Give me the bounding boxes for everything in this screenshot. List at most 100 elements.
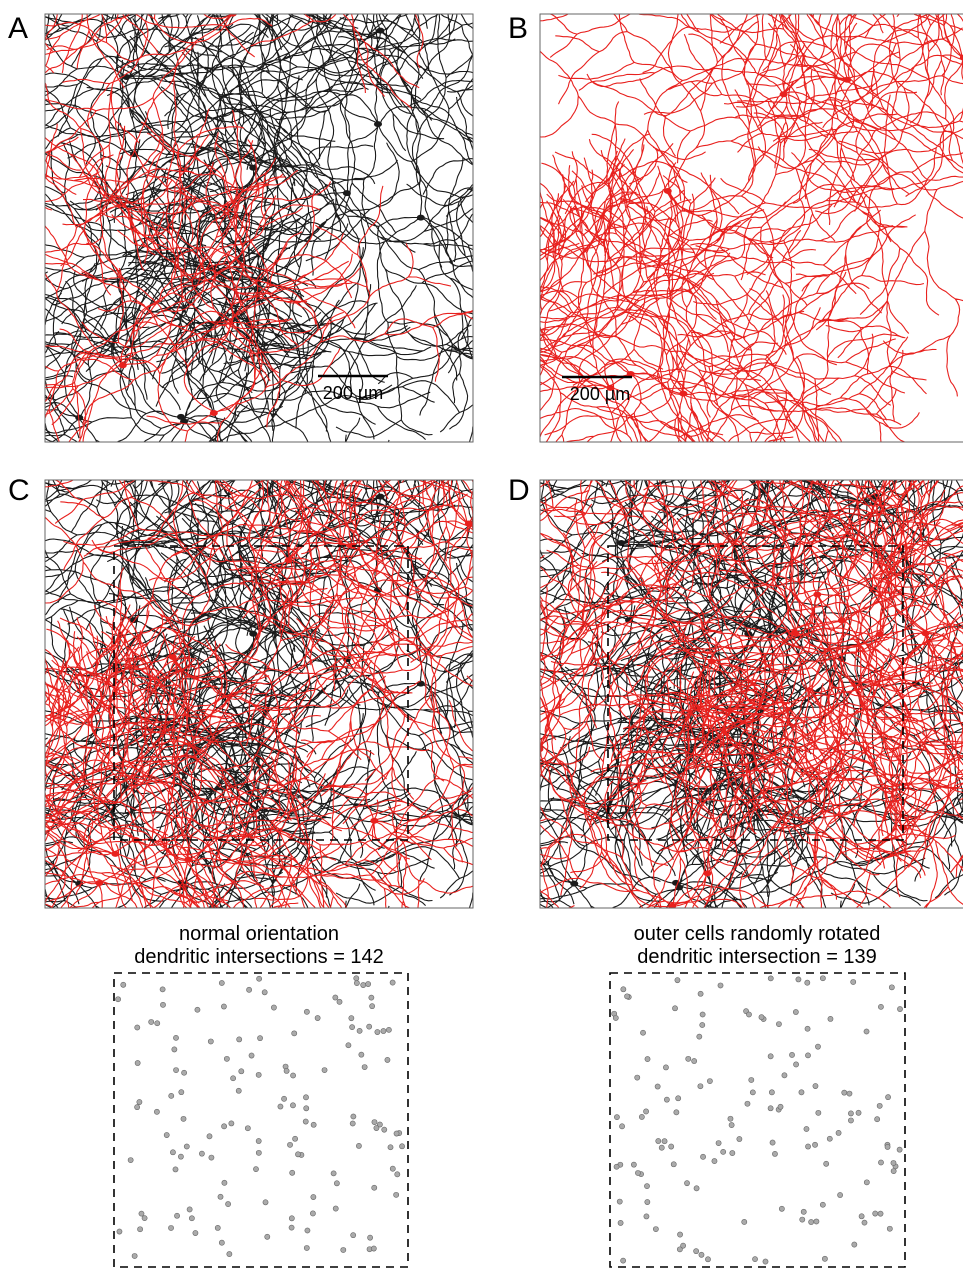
intersection-dot — [394, 1171, 401, 1178]
region-outline — [607, 545, 904, 841]
intersection-dot — [635, 1170, 641, 1176]
intersection-dot — [698, 1251, 705, 1258]
intersection-dot — [256, 975, 263, 982]
intersection-dot — [257, 1035, 263, 1042]
intersection-dot — [373, 1125, 380, 1131]
soma — [843, 76, 852, 83]
intersection-dot — [371, 1119, 378, 1126]
intersection-dot — [746, 1011, 752, 1018]
panel-label: B — [508, 12, 528, 45]
intersection-dot — [349, 1120, 356, 1127]
intersection-dot — [350, 1232, 357, 1239]
soma — [617, 540, 626, 547]
intersection-dot — [277, 1103, 284, 1110]
intersection-dot — [793, 1061, 799, 1068]
intersection-dot — [616, 1198, 623, 1205]
intersection-dot — [223, 1055, 230, 1062]
dendrites — [45, 480, 473, 908]
intersection-dot — [271, 1004, 277, 1011]
intersection-dot — [630, 1161, 637, 1168]
scale-bar-label: 200 µm — [323, 383, 383, 403]
intersection-dot — [262, 1199, 269, 1206]
soma — [376, 493, 385, 500]
intersection-dot — [348, 1015, 355, 1022]
intersection-dot — [199, 1150, 205, 1157]
intersection-dot — [206, 1133, 213, 1140]
intersection-dot — [221, 1123, 228, 1130]
intersection-dot — [815, 1109, 822, 1116]
intersection-dot — [897, 1006, 903, 1012]
intersection-dot — [360, 982, 367, 988]
scale-bar-label: 200 µm — [570, 384, 630, 404]
intersection-dot — [214, 1224, 221, 1231]
intersection-dot — [228, 1120, 235, 1127]
intersection-dot — [236, 1036, 243, 1043]
intersection-dot — [613, 1163, 620, 1170]
dendrites — [45, 14, 473, 442]
panel-frame — [539, 13, 963, 443]
intersection-dot — [374, 1029, 381, 1035]
intersection-dot — [748, 1077, 755, 1083]
intersection-box — [113, 972, 409, 1268]
intersection-dot — [168, 1092, 175, 1099]
intersection-dots — [611, 975, 903, 1265]
intersection-dot — [680, 1242, 687, 1249]
intersection-dot — [120, 981, 127, 988]
intersection-dot — [192, 1230, 199, 1236]
intersection-dot — [711, 1158, 718, 1164]
intersection-dot — [789, 1052, 795, 1058]
intersection-dot — [283, 1068, 290, 1074]
soma — [791, 630, 800, 637]
intersection-dot — [287, 1141, 293, 1148]
intersection-dot — [878, 1159, 884, 1166]
intersection-dot — [226, 1251, 233, 1257]
intersection-dot — [160, 1001, 166, 1008]
intersection-dot — [777, 1103, 784, 1110]
soma — [532, 350, 540, 356]
intersection-dot — [361, 1064, 368, 1071]
panel-d-tracing — [540, 480, 963, 908]
intersection-dot — [890, 1160, 897, 1166]
intersection-dot — [767, 1105, 774, 1112]
intersection-dot — [393, 1191, 400, 1198]
intersection-dot — [728, 1122, 735, 1128]
intersection-dot — [238, 1068, 245, 1075]
intersection-dot — [332, 994, 339, 1001]
intersection-dot — [654, 1083, 661, 1090]
intersection-dot — [288, 1215, 295, 1222]
intersection-dot — [805, 1052, 811, 1059]
intersection-dot — [399, 1143, 405, 1150]
intersection-dot — [290, 1072, 296, 1079]
intersection-dot — [767, 975, 774, 982]
intersection-dot — [393, 1130, 400, 1137]
soma — [779, 91, 788, 98]
intersection-dot — [171, 1046, 178, 1053]
intersection-dot — [303, 1094, 309, 1101]
intersection-dot — [778, 1205, 785, 1212]
intersection-dot — [644, 1199, 651, 1205]
intersection-dot — [697, 1083, 704, 1090]
intersection-dot — [134, 1060, 141, 1066]
intersection-dot — [365, 981, 372, 987]
dendrites — [45, 480, 473, 908]
intersection-dot — [876, 1102, 883, 1109]
intersection-dot — [823, 1160, 830, 1167]
intersection-dot — [706, 1078, 713, 1084]
intersection-dot — [677, 1231, 683, 1238]
dendrites — [540, 480, 963, 908]
soma — [606, 384, 615, 391]
intersection-dot — [136, 1099, 143, 1105]
intersection-dot — [255, 1149, 262, 1156]
intersection-dot — [134, 1024, 141, 1031]
soma — [875, 631, 884, 638]
intersection-dot — [186, 1206, 193, 1213]
intersection-dot — [235, 1087, 242, 1094]
intersection-dot — [336, 998, 343, 1005]
intersection-dot — [380, 1028, 387, 1034]
intersection-dot — [652, 1226, 659, 1233]
caption: normal orientation — [179, 923, 339, 945]
intersection-dot — [813, 1218, 820, 1225]
soma — [707, 658, 716, 665]
soma — [703, 870, 712, 877]
soma — [416, 680, 425, 687]
